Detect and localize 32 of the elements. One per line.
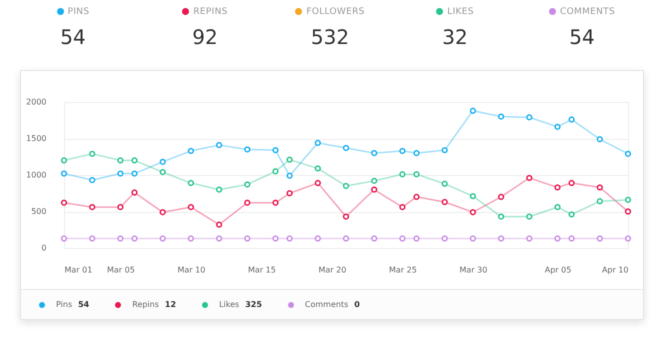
y-tick-label: 1500: [26, 134, 46, 143]
x-tick-label: Mar 10: [177, 266, 206, 274]
text: 325: [245, 300, 262, 309]
text: 12: [164, 300, 176, 309]
y-tick-label: 500: [31, 207, 46, 216]
y-tick-label: 0: [41, 244, 46, 252]
legend-label: Comments: [304, 300, 348, 309]
x-tick-label: Mar 01: [64, 266, 92, 274]
text: LIKES: [447, 6, 474, 16]
legend-label: Pins: [56, 300, 72, 309]
x-tick-label: Mar 30: [459, 266, 488, 274]
x-tick-label: Mar 05: [106, 266, 135, 274]
text: COMMENTS: [560, 6, 615, 16]
text: 92: [191, 25, 219, 49]
text: 54: [78, 300, 90, 309]
x-tick-label: Mar 20: [318, 266, 346, 274]
x-tick-label: Mar 15: [248, 266, 276, 274]
x-tick-label: Mar 25: [388, 266, 417, 274]
text: PINS: [68, 6, 90, 16]
legend-label: Repins: [132, 300, 159, 309]
x-tick-label: Apr 10: [602, 266, 628, 274]
text: FOLLOWERS: [306, 6, 365, 16]
y-tick-label: 1000: [26, 170, 46, 180]
text: REPINS: [193, 6, 228, 16]
text: 54: [568, 25, 596, 49]
text: 532: [310, 25, 350, 49]
y-tick-label: 2000: [26, 98, 46, 106]
legend-label: Likes: [219, 300, 240, 309]
x-tick-label: Apr 05: [544, 266, 572, 274]
text: 0: [354, 300, 360, 309]
text: 32: [441, 25, 469, 49]
text: 54: [59, 25, 87, 49]
